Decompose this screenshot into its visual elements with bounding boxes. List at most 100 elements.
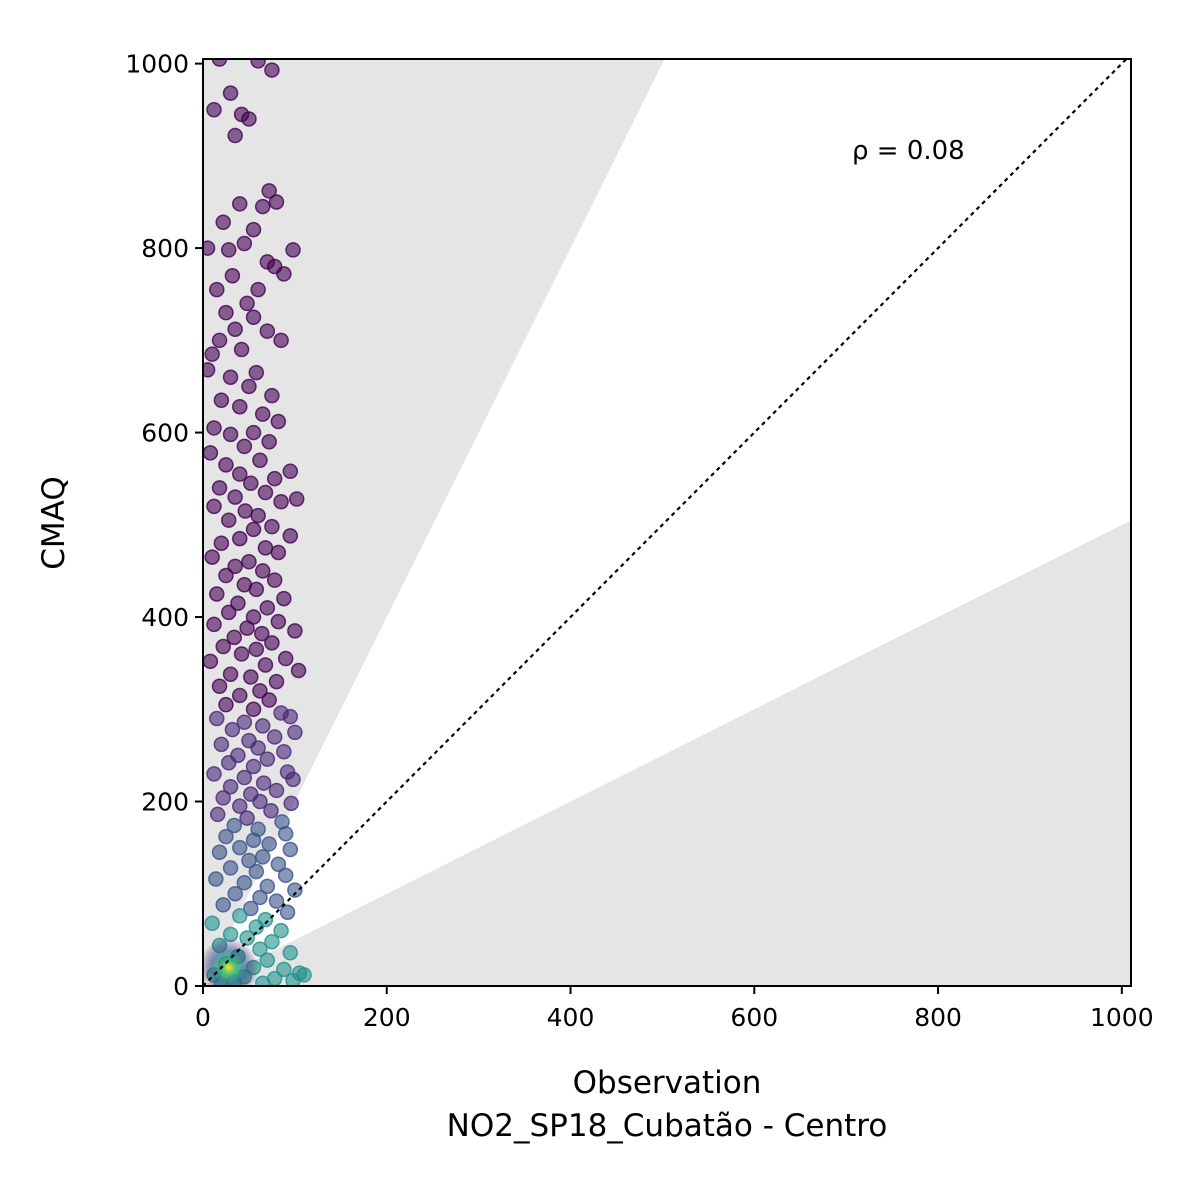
data-point bbox=[224, 268, 241, 284]
data-point bbox=[259, 878, 276, 895]
data-point bbox=[241, 378, 257, 395]
data-point bbox=[222, 779, 239, 795]
data-point bbox=[270, 856, 287, 872]
x-axis-sublabel: NO2_SP18_Cubatão - Centro bbox=[447, 1108, 888, 1144]
data-point bbox=[211, 59, 228, 67]
data-point bbox=[222, 369, 239, 385]
data-point bbox=[276, 961, 292, 978]
data-point bbox=[232, 530, 248, 547]
data-point bbox=[209, 281, 225, 298]
data-point bbox=[209, 586, 225, 602]
data-point bbox=[220, 512, 237, 528]
data-point bbox=[261, 183, 277, 199]
data-point bbox=[209, 710, 225, 727]
data-point bbox=[203, 445, 219, 461]
data-point bbox=[287, 623, 303, 639]
x-tick-label: 0 bbox=[195, 1003, 211, 1032]
data-point bbox=[266, 729, 283, 745]
data-point bbox=[259, 751, 276, 767]
data-point bbox=[250, 281, 266, 298]
data-point bbox=[227, 886, 243, 902]
data-point bbox=[211, 678, 228, 694]
y-tick-label: 400 bbox=[141, 603, 189, 632]
data-point bbox=[218, 567, 234, 584]
data-point bbox=[282, 841, 299, 858]
data-point bbox=[266, 572, 283, 588]
data-point bbox=[245, 758, 262, 775]
high-density-cluster bbox=[203, 937, 259, 986]
data-point bbox=[259, 952, 276, 968]
data-point bbox=[236, 438, 253, 455]
data-point bbox=[261, 434, 277, 450]
data-point bbox=[287, 724, 303, 741]
data-point bbox=[218, 828, 234, 845]
data-point bbox=[257, 657, 274, 673]
data-point bbox=[268, 893, 285, 909]
y-tick-label: 800 bbox=[141, 234, 189, 263]
data-point bbox=[266, 470, 283, 487]
data-point bbox=[227, 321, 243, 338]
data-point bbox=[270, 544, 287, 561]
reference-line-layer bbox=[203, 59, 1128, 986]
data-point bbox=[232, 196, 248, 212]
data-point bbox=[232, 466, 248, 482]
data-point bbox=[254, 718, 271, 734]
y-tick-label: 0 bbox=[173, 972, 189, 1001]
data-point bbox=[288, 491, 305, 507]
data-point bbox=[236, 235, 253, 252]
data-point bbox=[252, 889, 268, 906]
data-point bbox=[287, 882, 303, 898]
y-axis-ticks: 0 200 400 600 800 1000 bbox=[125, 50, 203, 1001]
data-point bbox=[218, 457, 234, 473]
data-point bbox=[215, 214, 231, 231]
data-point bbox=[264, 387, 280, 404]
data-point bbox=[213, 535, 230, 552]
x-tick-label: 600 bbox=[730, 1003, 778, 1032]
x-axis-ticks: 0 200 400 600 800 1000 bbox=[195, 986, 1154, 1032]
data-point bbox=[259, 323, 276, 339]
data-point bbox=[250, 59, 266, 69]
data-point bbox=[248, 641, 265, 658]
data-point bbox=[220, 755, 237, 771]
data-point bbox=[206, 101, 222, 118]
data-point bbox=[245, 701, 262, 718]
data-point bbox=[250, 507, 266, 524]
data-point bbox=[248, 863, 265, 880]
data-point bbox=[206, 420, 222, 436]
data-point bbox=[254, 849, 271, 865]
data-point bbox=[279, 904, 296, 920]
data-point bbox=[203, 362, 216, 378]
data-point bbox=[270, 413, 287, 430]
data-point bbox=[220, 604, 237, 621]
data-point bbox=[220, 242, 237, 258]
data-point bbox=[273, 922, 289, 939]
data-point bbox=[222, 85, 239, 101]
data-point bbox=[261, 836, 277, 852]
data-point bbox=[206, 616, 222, 633]
data-point bbox=[285, 242, 301, 258]
data-point bbox=[211, 844, 228, 861]
data-point bbox=[252, 452, 268, 468]
data-point bbox=[273, 332, 289, 349]
data-point bbox=[213, 736, 230, 753]
x-tick-label: 200 bbox=[363, 1003, 411, 1032]
data-point bbox=[264, 933, 280, 950]
data-point bbox=[227, 489, 243, 505]
data-point bbox=[233, 341, 250, 358]
upper-shaded-region bbox=[203, 59, 665, 986]
data-point bbox=[277, 826, 294, 842]
data-point bbox=[276, 590, 292, 607]
x-tick-label: 400 bbox=[547, 1003, 595, 1032]
data-point bbox=[283, 795, 299, 812]
data-point bbox=[248, 581, 265, 598]
plot-frame bbox=[202, 58, 1132, 987]
y-axis-label: CMAQ bbox=[36, 476, 72, 569]
data-point bbox=[213, 392, 230, 409]
data-point bbox=[276, 743, 292, 760]
data-point bbox=[264, 635, 280, 651]
data-point bbox=[232, 687, 248, 704]
data-point bbox=[261, 692, 277, 708]
data-point bbox=[208, 871, 224, 887]
data-point bbox=[209, 806, 226, 823]
